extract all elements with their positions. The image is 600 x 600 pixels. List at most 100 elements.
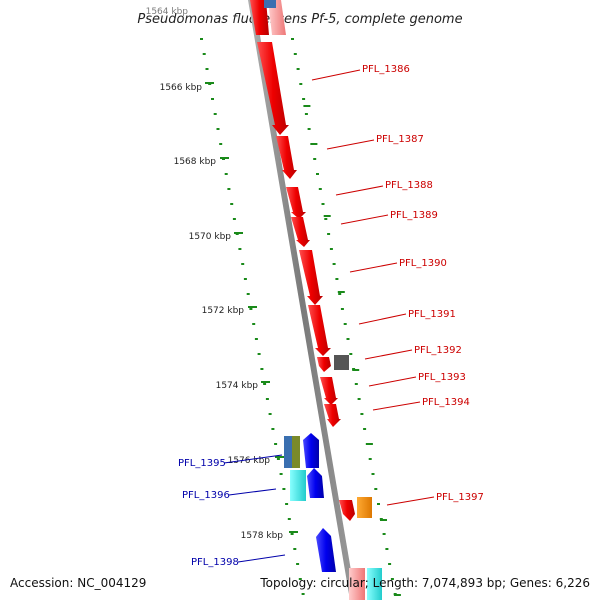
scale-tick <box>287 518 291 520</box>
scale-tick-major <box>393 594 401 596</box>
scale-tick <box>302 98 306 100</box>
scale-tick <box>246 293 250 295</box>
scale-tick <box>205 68 209 70</box>
gene-label[interactable]: PFL_1397 <box>436 492 484 503</box>
scale-tick <box>357 398 361 400</box>
gene-PFL_1394[interactable] <box>324 404 341 427</box>
scale-tick <box>316 173 319 175</box>
scale-tick <box>321 203 325 205</box>
scale-tick <box>327 233 331 235</box>
scale-tick <box>346 338 350 340</box>
major-tick <box>234 232 243 234</box>
leader-line <box>372 401 421 411</box>
gene-PFL_1391[interactable] <box>308 305 331 356</box>
scale-labels: 1566 kbp 1568 kbp 1570 kbp 1572 kbp 1574… <box>160 82 298 541</box>
scale-label: 1568 kbp <box>174 157 217 167</box>
gene-label[interactable]: PFL_1396 <box>182 490 230 501</box>
label-leaders-blue <box>223 454 286 563</box>
gene-feature-cyan[interactable] <box>290 470 306 501</box>
scale-tick <box>307 128 311 130</box>
gene-feature-pink[interactable] <box>349 568 365 600</box>
gene-PFL_1397[interactable] <box>339 500 355 521</box>
gene-feature-orange[interactable] <box>357 497 372 518</box>
scale-label: 1566 kbp <box>160 83 203 93</box>
scale-tick <box>299 83 303 85</box>
scale-tick <box>296 563 300 565</box>
scale-tick <box>296 68 300 70</box>
scale-tick <box>329 248 333 250</box>
scale-tick <box>301 593 305 595</box>
gene-PFL_1393[interactable] <box>320 377 338 405</box>
scale-tick <box>349 353 353 355</box>
scale-tick <box>290 533 294 535</box>
gene-PFL_1386[interactable] <box>257 42 289 135</box>
scale-tick <box>293 548 297 550</box>
map-title: Pseudomonas fluorescens Pf-5, complete g… <box>137 12 462 27</box>
gene-PFL_1388[interactable] <box>286 187 306 219</box>
gene-label[interactable]: PFL_1392 <box>414 345 462 356</box>
scale-tick <box>293 53 297 55</box>
scale-tick <box>335 278 339 280</box>
gene-PFL_1387[interactable] <box>276 136 297 179</box>
gene-PFL_1392[interactable] <box>317 357 331 372</box>
scale-tick-major <box>352 369 360 371</box>
scale-tick <box>371 473 375 475</box>
gene-PFL_1390[interactable] <box>299 250 323 305</box>
scale-tick <box>324 218 328 220</box>
scale-tick <box>343 323 347 325</box>
gene-label[interactable]: PFL_1391 <box>408 309 456 320</box>
scale-tick <box>374 488 378 490</box>
leader-line <box>237 554 286 563</box>
gene-PFL_1396[interactable] <box>307 468 324 498</box>
gene-label[interactable]: PFL_1388 <box>385 180 433 191</box>
gene-feature-cyan[interactable] <box>367 568 382 600</box>
gene-feature-olive[interactable] <box>292 436 300 468</box>
gene-label[interactable]: PFL_1393 <box>418 372 466 383</box>
scale-tick <box>390 578 394 580</box>
gene-label[interactable]: PFL_1394 <box>422 397 470 408</box>
major-tick <box>248 306 257 308</box>
scale-tick <box>354 383 358 385</box>
gene-label[interactable]: PFL_1387 <box>376 134 424 145</box>
scale-tick <box>360 413 364 415</box>
leader-line <box>368 376 417 387</box>
scale-tick <box>265 398 269 400</box>
scale-tick-major <box>323 215 331 217</box>
scale-label: 1578 kbp <box>241 531 284 541</box>
scale-tick <box>382 533 386 535</box>
gene-label[interactable]: PFL_1395 <box>178 458 226 469</box>
scale-tick <box>257 353 261 355</box>
gene-label[interactable]: PFL_1398 <box>191 557 239 568</box>
scale-tick-major <box>303 105 311 107</box>
gene-feature[interactable] <box>264 0 276 8</box>
gene-feature-gray[interactable] <box>334 355 349 370</box>
gene-feature[interactable] <box>250 0 269 35</box>
label-leaders <box>311 69 435 506</box>
scale-tick <box>232 218 236 220</box>
major-tick <box>205 82 214 84</box>
scale-tick-major <box>310 143 318 145</box>
scale-tick <box>241 263 245 265</box>
gene-PFL_1395[interactable] <box>303 433 319 468</box>
gene-label[interactable]: PFL_1389 <box>390 210 438 221</box>
gene-feature[interactable] <box>268 0 286 35</box>
scale-tick <box>211 98 214 100</box>
genome-backbone <box>248 0 356 600</box>
gene-label[interactable]: PFL_1390 <box>399 258 447 269</box>
scale-tick <box>279 473 283 475</box>
forward-strand-features <box>250 0 382 600</box>
gene-PFL_1389[interactable] <box>291 217 310 247</box>
scale-tick <box>252 323 256 325</box>
topology-text: Topology: circular; Length: 7,074,893 bp… <box>260 576 590 590</box>
leader-line <box>335 185 384 196</box>
scale-tick-major <box>380 519 387 521</box>
reverse-strand-features <box>284 433 336 572</box>
gene-PFL_1398[interactable] <box>316 528 336 572</box>
scale-tick <box>274 443 278 445</box>
scale-tick <box>332 263 336 265</box>
leader-line <box>364 349 413 360</box>
scale-tick <box>313 158 317 160</box>
gene-feature-steel[interactable] <box>284 436 292 468</box>
gene-label[interactable]: PFL_1386 <box>362 64 410 75</box>
